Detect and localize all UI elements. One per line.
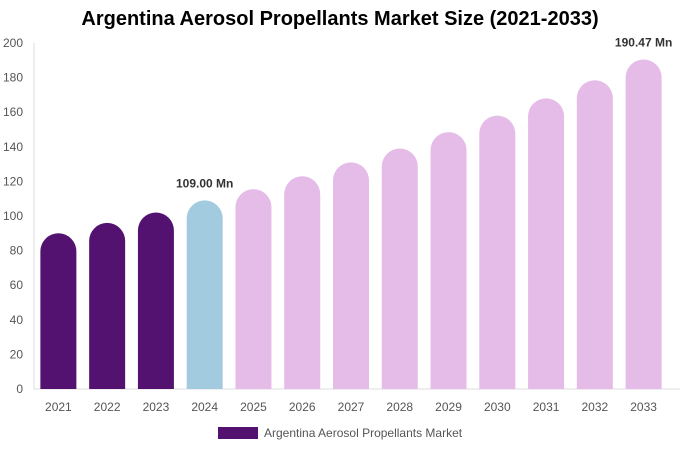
x-tick-label: 2026 bbox=[289, 400, 316, 414]
x-tick-label: 2030 bbox=[484, 400, 511, 414]
bar-2022 bbox=[89, 222, 126, 389]
legend-label: Argentina Aerosol Propellants Market bbox=[264, 426, 463, 440]
y-tick-label: 120 bbox=[3, 174, 23, 188]
x-tick-label: 2023 bbox=[143, 400, 170, 414]
x-tick-label: 2025 bbox=[240, 400, 267, 414]
y-tick-label: 60 bbox=[10, 278, 24, 292]
y-tick-label: 80 bbox=[10, 244, 24, 258]
bar-2033 bbox=[625, 59, 662, 389]
bar-2027 bbox=[333, 162, 369, 389]
bar-2031 bbox=[528, 98, 565, 390]
bar-2021 bbox=[40, 233, 77, 389]
x-tick-label: 2032 bbox=[581, 400, 608, 414]
x-tick-label: 2022 bbox=[94, 400, 121, 414]
x-tick-label: 2024 bbox=[191, 400, 218, 414]
bar-2026 bbox=[284, 176, 321, 389]
bar-2023 bbox=[137, 212, 174, 389]
data-label: 109.00 Mn bbox=[176, 176, 233, 190]
y-tick-label: 20 bbox=[10, 347, 24, 361]
y-tick-label: 160 bbox=[3, 105, 23, 119]
y-tick-label: 140 bbox=[3, 140, 23, 154]
x-tick-label: 2027 bbox=[338, 400, 365, 414]
x-tick-label: 2028 bbox=[386, 400, 413, 414]
bar-2029 bbox=[430, 132, 467, 389]
y-tick-label: 180 bbox=[3, 71, 23, 85]
y-tick-label: 40 bbox=[10, 313, 24, 327]
bar-2025 bbox=[235, 189, 272, 389]
x-tick-label: 2021 bbox=[45, 400, 72, 414]
x-tick-label: 2033 bbox=[630, 400, 657, 414]
bar-2024 bbox=[186, 200, 223, 389]
x-tick-label: 2031 bbox=[533, 400, 560, 414]
data-label: 190.47 Mn bbox=[615, 35, 672, 49]
bar-2032 bbox=[576, 80, 613, 389]
y-tick-label: 100 bbox=[3, 209, 23, 223]
bar-2030 bbox=[479, 115, 516, 389]
chart-title: Argentina Aerosol Propellants Market Siz… bbox=[81, 8, 599, 30]
bar-2028 bbox=[381, 148, 418, 389]
y-tick-label: 0 bbox=[16, 382, 23, 396]
x-tick-label: 2029 bbox=[435, 400, 462, 414]
y-tick-label: 200 bbox=[3, 36, 23, 50]
legend: Argentina Aerosol Propellants Market bbox=[218, 426, 462, 440]
legend-swatch bbox=[218, 427, 258, 439]
